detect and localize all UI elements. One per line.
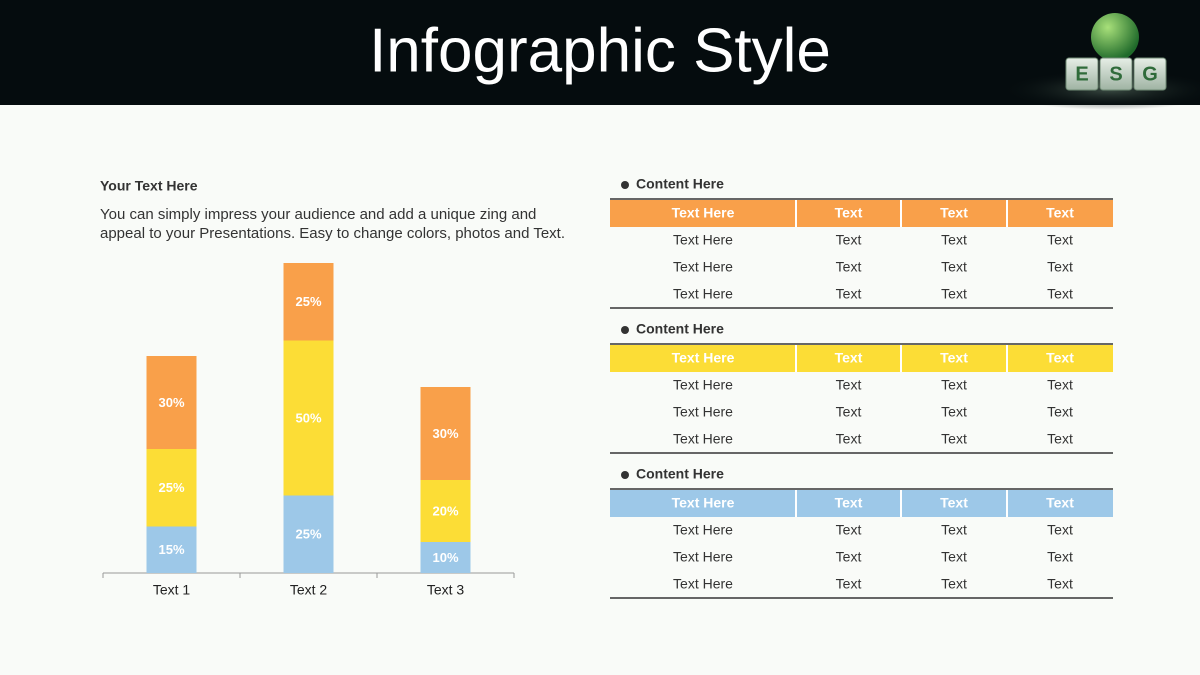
x-tick-label: Text 2 <box>290 582 328 598</box>
table-cell: Text Here <box>673 576 733 592</box>
bar-segment <box>420 542 471 573</box>
page-title: Infographic Style <box>369 16 831 85</box>
table-cell: Text <box>836 549 862 565</box>
table-cell: Text <box>1047 259 1073 275</box>
table-cell: Text Here <box>673 549 733 565</box>
table-cell: Text <box>836 576 862 592</box>
value-label: 25% <box>295 294 321 309</box>
bar-segment <box>283 340 334 496</box>
header-cell: Text Here <box>672 350 735 366</box>
table-cell: Text <box>1047 549 1073 565</box>
table-cell: Text Here <box>673 232 733 248</box>
table-title: Content Here <box>636 466 724 482</box>
header-cell: Text Here <box>672 495 735 511</box>
table-header <box>610 200 1113 227</box>
table-cell: Text <box>1047 576 1073 592</box>
logo-cube <box>1099 57 1133 91</box>
header-cell: Text <box>1046 495 1074 511</box>
text-body: You can simply impress your audience and… <box>100 206 566 242</box>
table-cell: Text <box>941 522 967 538</box>
header-cell: Text <box>940 350 968 366</box>
table-cell: Text <box>836 404 862 420</box>
table-cell: Text <box>1047 404 1073 420</box>
table-cell: Text <box>1047 522 1073 538</box>
value-label: 10% <box>432 550 458 565</box>
table-cell: Text <box>941 259 967 275</box>
table-cell: Text <box>1047 431 1073 447</box>
table-cell: Text <box>941 232 967 248</box>
bar-segment <box>146 526 197 573</box>
table-cell: Text <box>941 549 967 565</box>
bullet <box>621 326 629 334</box>
bar-segment <box>283 263 334 341</box>
logo-globe <box>1091 13 1139 61</box>
table-cell: Text <box>836 377 862 393</box>
header-cell: Text <box>1046 205 1074 221</box>
table-cell: Text Here <box>673 404 733 420</box>
logo-cube <box>1065 57 1099 91</box>
logo-letter: G <box>1142 63 1158 85</box>
bar-segment <box>146 356 197 449</box>
header-band <box>0 0 1200 105</box>
table-cell: Text <box>836 522 862 538</box>
bar-segment <box>283 495 334 573</box>
bar-segment <box>420 480 471 542</box>
bullet <box>621 471 629 479</box>
value-label: 20% <box>432 503 458 518</box>
table-cell: Text Here <box>673 286 733 302</box>
header-cell: Text Here <box>672 205 735 221</box>
header-cell: Text <box>835 495 863 511</box>
table-cell: Text <box>836 286 862 302</box>
header-cell: Text <box>940 495 968 511</box>
table-title: Content Here <box>636 321 724 337</box>
x-tick-label: Text 3 <box>427 582 465 598</box>
table-cell: Text <box>941 576 967 592</box>
table-cell: Text <box>941 377 967 393</box>
table-cell: Text Here <box>673 431 733 447</box>
header-cell: Text <box>835 350 863 366</box>
bar-segment <box>146 449 197 527</box>
table-cell: Text <box>941 404 967 420</box>
table-cell: Text Here <box>673 259 733 275</box>
table-header <box>610 345 1113 372</box>
table-cell: Text <box>941 431 967 447</box>
text-heading: Your Text Here <box>100 178 198 194</box>
table-title: Content Here <box>636 176 724 192</box>
header-cell: Text <box>940 205 968 221</box>
table-cell: Text <box>836 232 862 248</box>
value-label: 25% <box>295 527 321 542</box>
header-cell: Text <box>835 205 863 221</box>
logo-letter: S <box>1109 63 1122 85</box>
logo-letter: E <box>1075 63 1088 85</box>
table-cell: Text <box>1047 377 1073 393</box>
table-cell: Text <box>1047 232 1073 248</box>
table-cell: Text <box>836 431 862 447</box>
table-header <box>610 490 1113 517</box>
value-label: 30% <box>158 395 184 410</box>
value-label: 25% <box>158 480 184 495</box>
logo-cube <box>1133 57 1167 91</box>
table-cell: Text Here <box>673 522 733 538</box>
value-label: 30% <box>432 426 458 441</box>
table-cell: Text <box>1047 286 1073 302</box>
bar-segment <box>420 387 471 480</box>
bullet <box>621 181 629 189</box>
value-label: 50% <box>295 410 321 425</box>
x-tick-label: Text 1 <box>153 582 191 598</box>
table-cell: Text <box>941 286 967 302</box>
header-cell: Text <box>1046 350 1074 366</box>
table-cell: Text <box>836 259 862 275</box>
table-cell: Text Here <box>673 377 733 393</box>
value-label: 15% <box>158 542 184 557</box>
